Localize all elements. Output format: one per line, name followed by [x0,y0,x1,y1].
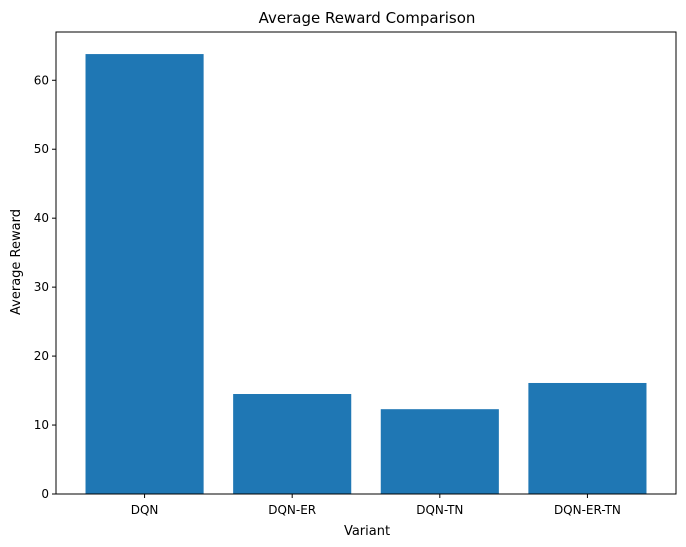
y-tick-label: 10 [34,418,49,432]
bar-dqn [85,54,204,494]
y-tick-label: 0 [41,487,49,501]
bar-dqn-tn [380,409,499,494]
x-tick-label: DQN-ER-TN [554,503,621,517]
x-tick-label: DQN-ER [268,503,316,517]
y-tick-label: 30 [34,280,49,294]
y-tick-label: 20 [34,349,49,363]
bar-dqn-er-tn [528,382,647,494]
chart-title: Average Reward Comparison [259,9,476,27]
y-tick-label: 40 [34,211,49,225]
axes-frame [55,31,677,495]
y-tick-label: 50 [34,142,49,156]
y-axis-label: Average Reward [9,209,24,315]
bar-dqn-er [233,394,352,494]
x-tick-label: DQN-TN [416,503,463,517]
y-tick-label: 60 [34,73,49,87]
plot-area: 0 10 20 30 40 50 60 DQN DQN-ER DQN-TN DQN-ER-TN [34,31,677,517]
x-tick-label: DQN [131,503,159,517]
x-axis-label: Variant [344,524,390,539]
